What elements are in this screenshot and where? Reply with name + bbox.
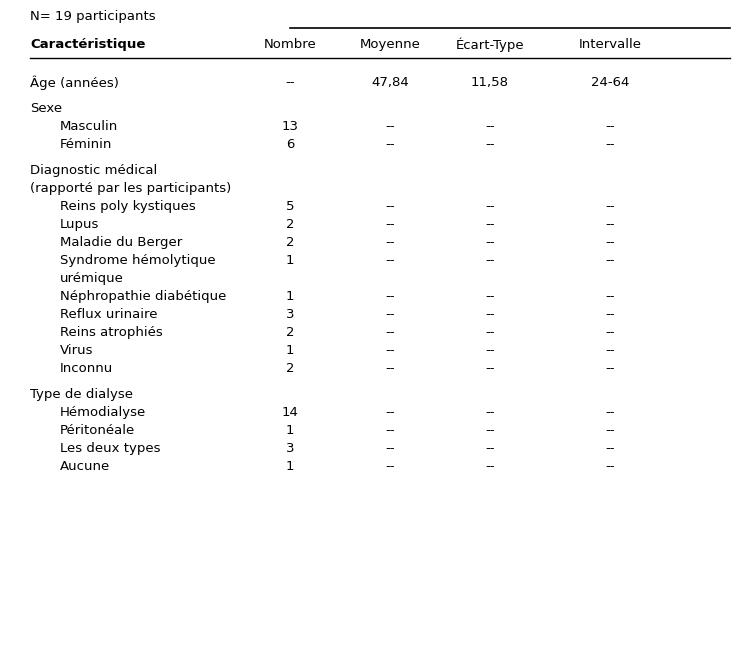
Text: 1: 1 bbox=[286, 344, 294, 357]
Text: --: -- bbox=[605, 218, 615, 231]
Text: Inconnu: Inconnu bbox=[60, 362, 113, 375]
Text: --: -- bbox=[605, 344, 615, 357]
Text: Maladie du Berger: Maladie du Berger bbox=[60, 236, 182, 249]
Text: 2: 2 bbox=[286, 236, 294, 249]
Text: --: -- bbox=[386, 344, 394, 357]
Text: --: -- bbox=[386, 120, 394, 133]
Text: 3: 3 bbox=[286, 308, 294, 321]
Text: --: -- bbox=[386, 218, 394, 231]
Text: --: -- bbox=[605, 442, 615, 455]
Text: --: -- bbox=[485, 290, 495, 303]
Text: 47,84: 47,84 bbox=[371, 76, 409, 89]
Text: 14: 14 bbox=[281, 406, 298, 419]
Text: --: -- bbox=[605, 424, 615, 437]
Text: Âge (années): Âge (années) bbox=[30, 76, 118, 90]
Text: 1: 1 bbox=[286, 290, 294, 303]
Text: --: -- bbox=[386, 424, 394, 437]
Text: --: -- bbox=[605, 362, 615, 375]
Text: Hémodialyse: Hémodialyse bbox=[60, 406, 146, 419]
Text: Les deux types: Les deux types bbox=[60, 442, 160, 455]
Text: --: -- bbox=[605, 200, 615, 213]
Text: --: -- bbox=[605, 290, 615, 303]
Text: Caractéristique: Caractéristique bbox=[30, 38, 146, 51]
Text: --: -- bbox=[386, 406, 394, 419]
Text: --: -- bbox=[485, 120, 495, 133]
Text: 2: 2 bbox=[286, 218, 294, 231]
Text: --: -- bbox=[485, 218, 495, 231]
Text: Virus: Virus bbox=[60, 344, 94, 357]
Text: Péritonéale: Péritonéale bbox=[60, 424, 135, 437]
Text: --: -- bbox=[485, 308, 495, 321]
Text: Néphropathie diabétique: Néphropathie diabétique bbox=[60, 290, 226, 303]
Text: 1: 1 bbox=[286, 254, 294, 267]
Text: --: -- bbox=[386, 254, 394, 267]
Text: Reflux urinaire: Reflux urinaire bbox=[60, 308, 158, 321]
Text: Reins atrophiés: Reins atrophiés bbox=[60, 326, 163, 339]
Text: --: -- bbox=[605, 308, 615, 321]
Text: Intervalle: Intervalle bbox=[578, 38, 641, 51]
Text: --: -- bbox=[605, 406, 615, 419]
Text: N= 19 participants: N= 19 participants bbox=[30, 10, 156, 23]
Text: --: -- bbox=[485, 200, 495, 213]
Text: (rapporté par les participants): (rapporté par les participants) bbox=[30, 182, 231, 195]
Text: --: -- bbox=[386, 290, 394, 303]
Text: --: -- bbox=[485, 362, 495, 375]
Text: --: -- bbox=[386, 362, 394, 375]
Text: Moyenne: Moyenne bbox=[359, 38, 421, 51]
Text: --: -- bbox=[285, 76, 295, 89]
Text: --: -- bbox=[386, 326, 394, 339]
Text: 24-64: 24-64 bbox=[591, 76, 629, 89]
Text: Féminin: Féminin bbox=[60, 138, 112, 151]
Text: Lupus: Lupus bbox=[60, 218, 99, 231]
Text: Aucune: Aucune bbox=[60, 460, 110, 473]
Text: 5: 5 bbox=[286, 200, 294, 213]
Text: Écart-Type: Écart-Type bbox=[456, 38, 524, 52]
Text: --: -- bbox=[485, 138, 495, 151]
Text: 6: 6 bbox=[286, 138, 294, 151]
Text: 3: 3 bbox=[286, 442, 294, 455]
Text: 2: 2 bbox=[286, 362, 294, 375]
Text: --: -- bbox=[386, 308, 394, 321]
Text: 2: 2 bbox=[286, 326, 294, 339]
Text: --: -- bbox=[605, 460, 615, 473]
Text: --: -- bbox=[605, 236, 615, 249]
Text: --: -- bbox=[485, 406, 495, 419]
Text: Masculin: Masculin bbox=[60, 120, 118, 133]
Text: Nombre: Nombre bbox=[264, 38, 316, 51]
Text: 1: 1 bbox=[286, 424, 294, 437]
Text: --: -- bbox=[605, 120, 615, 133]
Text: --: -- bbox=[485, 460, 495, 473]
Text: --: -- bbox=[386, 200, 394, 213]
Text: --: -- bbox=[485, 442, 495, 455]
Text: --: -- bbox=[485, 254, 495, 267]
Text: --: -- bbox=[386, 460, 394, 473]
Text: --: -- bbox=[605, 138, 615, 151]
Text: Reins poly kystiques: Reins poly kystiques bbox=[60, 200, 196, 213]
Text: --: -- bbox=[485, 326, 495, 339]
Text: 13: 13 bbox=[281, 120, 298, 133]
Text: Type de dialyse: Type de dialyse bbox=[30, 388, 133, 401]
Text: --: -- bbox=[485, 344, 495, 357]
Text: --: -- bbox=[386, 236, 394, 249]
Text: --: -- bbox=[386, 138, 394, 151]
Text: --: -- bbox=[485, 424, 495, 437]
Text: 1: 1 bbox=[286, 460, 294, 473]
Text: Diagnostic médical: Diagnostic médical bbox=[30, 164, 158, 177]
Text: --: -- bbox=[605, 254, 615, 267]
Text: urémique: urémique bbox=[60, 272, 124, 285]
Text: Sexe: Sexe bbox=[30, 102, 62, 115]
Text: 11,58: 11,58 bbox=[471, 76, 509, 89]
Text: --: -- bbox=[485, 236, 495, 249]
Text: --: -- bbox=[605, 326, 615, 339]
Text: --: -- bbox=[386, 442, 394, 455]
Text: Syndrome hémolytique: Syndrome hémolytique bbox=[60, 254, 216, 267]
